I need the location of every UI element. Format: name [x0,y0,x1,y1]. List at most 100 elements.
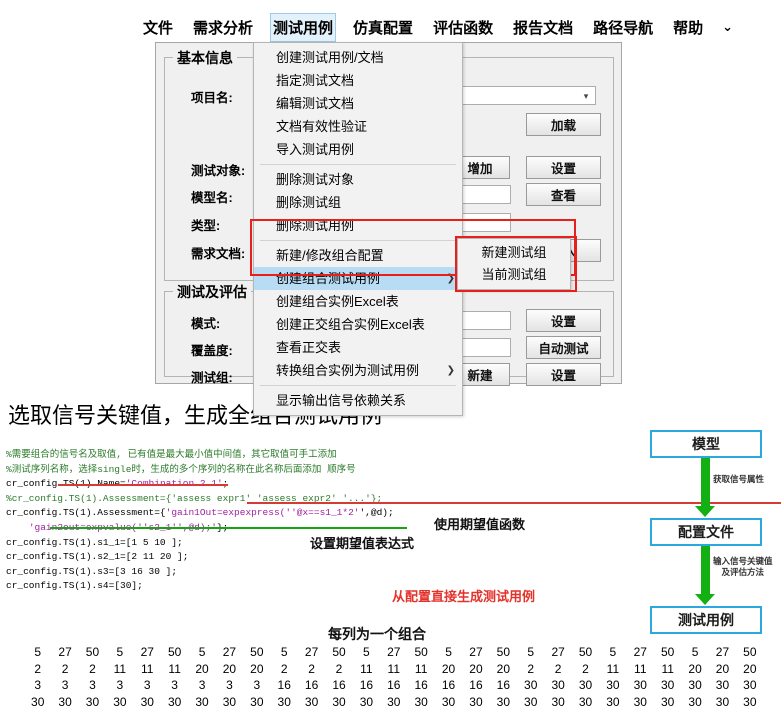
number-cell: 3 [116,678,124,692]
flow-edge-label-1: 获取信号属性 [713,475,765,485]
load-button[interactable]: 加载 [526,113,601,136]
number-cell: 27 [551,645,565,659]
number-cell: 16 [304,678,319,692]
number-cell: 50 [414,645,428,659]
annotation-expected-function: 使用期望值函数 [434,518,526,533]
menu-option-创建正交组合实例Excel表[interactable]: 创建正交组合实例Excel表 [276,317,425,332]
code-line-6: cr_config.TS(1).s1_1=[1 5 10 ]; [6,536,183,548]
menu-option-创建测试用例/文档[interactable]: 创建测试用例/文档 [276,50,384,65]
menu-option-删除测试用例[interactable]: 删除测试用例 [276,218,355,233]
menu-option-转换组合实例为测试用例[interactable]: 转换组合实例为测试用例 ❯ [254,359,462,382]
label-mode: 模式: [191,317,221,331]
number-cell: 16 [414,678,428,692]
number-cell: 30 [58,694,72,709]
number-cell: 5 [445,645,452,659]
number-cell: 30 [387,694,401,709]
number-cell: 11 [141,661,154,676]
number-cell: 30 [496,694,511,709]
number-cell: 30 [715,678,730,692]
number-cell: 3 [171,678,178,692]
label-test-group: 测试组: [191,371,233,385]
number-cell: 30 [332,694,346,709]
menu-item-4[interactable]: 评估函数 [433,19,494,37]
number-cell: 30 [524,678,538,692]
number-cell: 2 [527,661,535,676]
number-cell: 2 [89,661,96,676]
number-cell: 30 [743,678,757,692]
label-project-name: 项目名: [191,91,233,105]
menu-option-创建组合测试用例[interactable]: 创建组合测试用例 ❯ [254,267,462,290]
number-cell: 5 [527,645,535,659]
number-cell: 2 [554,661,562,676]
menu-separator [260,240,456,241]
number-cell: 30 [606,694,620,709]
number-cell: 30 [551,694,565,709]
number-cell: 50 [250,645,264,659]
number-cell: 30 [85,694,100,709]
number-cell: 11 [168,661,181,676]
number-cell: 16 [441,678,456,692]
label-type: 类型: [191,219,221,233]
menu-option-删除测试对象[interactable]: 删除测试对象 [276,172,355,187]
number-cell: 3 [89,678,96,692]
number-cell: 30 [469,694,483,709]
green-underline-1 [50,527,407,529]
auto-test-button[interactable]: 自动测试 [526,336,601,359]
test-group-settings-button[interactable]: 设置 [526,363,601,386]
menu-item-6[interactable]: 路径导航 [593,19,654,37]
number-cell: 30 [167,694,182,709]
view-button[interactable]: 查看 [526,183,601,206]
menu-item-0[interactable]: 文件 [143,19,174,37]
number-cell: 20 [743,661,757,676]
code-line-8: cr_config.TS(1).s3=[3 16 30 ]; [6,565,178,577]
menu-item-2[interactable]: 测试用例 [270,12,337,42]
menu-item-1[interactable]: 需求分析 [193,19,254,37]
menu-separator [260,164,456,165]
number-cell: 3 [253,678,261,692]
number-cell: 30 [31,694,45,709]
menu-option-新建/修改组合配置[interactable]: 新建/修改组合配置 [276,248,384,263]
label-req-doc: 需求文档: [191,247,246,261]
code-line-3: %cr_config.TS(1).Assessment={'assess exp… [6,492,383,504]
chevron-overflow-icon[interactable]: ⌄ [722,19,734,34]
number-cell: 30 [578,694,593,709]
menu-option-显示输出信号依赖关系[interactable]: 显示输出信号依赖关系 [276,393,407,408]
menu-option-删除测试组[interactable]: 删除测试组 [276,195,342,210]
menu-option-创建组合实例Excel表[interactable]: 创建组合实例Excel表 [276,294,399,309]
number-cell: 11 [606,661,620,676]
menu-option-文档有效性验证[interactable]: 文档有效性验证 [276,119,368,134]
menu-option-查看正交表[interactable]: 查看正交表 [276,340,342,355]
flow-arrow-2-head [695,594,715,605]
number-cell: 30 [688,678,702,692]
number-cell: 2 [308,661,315,676]
red-underline-1 [247,502,781,504]
number-cell: 5 [363,645,370,659]
number-cell: 16 [359,678,374,692]
test-case-dropdown-menu[interactable]: 创建测试用例/文档 指定测试文档 编辑测试文档 文档有效性验证 导入测试用例 删除测试对象… [253,42,463,416]
mode-settings-button[interactable]: 设置 [526,309,601,332]
number-cell: 27 [304,645,319,659]
code-line-7: cr_config.TS(1).s2_1=[2 11 20 ]; [6,551,189,563]
number-cell: 30 [633,694,647,709]
number-cell: 20 [469,661,483,676]
number-cell: 16 [387,678,401,692]
create-combination-submenu[interactable]: 新建测试组 当前测试组 [457,238,571,290]
test-object-settings-button[interactable]: 设置 [526,156,601,179]
grid-caption: 每列为一个组合 [328,627,426,643]
number-cell: 30 [222,694,237,709]
number-cell: 20 [222,661,237,676]
number-cell: 30 [359,694,374,709]
number-cell: 30 [743,694,757,709]
menu-item-5[interactable]: 报告文档 [513,19,574,37]
flow-arrow-2-shaft [701,546,710,596]
menu-item-3[interactable]: 仿真配置 [353,19,414,37]
menu-item-7[interactable]: 帮助 [673,19,704,37]
submenu-option-新建测试组[interactable]: 新建测试组 [481,245,547,260]
add-button[interactable]: 增加 [450,156,510,179]
number-row-0: 5 27 50 5 27 50 5 27 50 5 27 50 5 27 50 5 27 50 5 27 50 5 27 50… [24,644,769,661]
number-cell: 20 [441,661,456,676]
number-cell: 30 [688,694,702,709]
menu-option-导入测试用例[interactable]: 导入测试用例 [276,142,355,157]
menu-option-编辑测试文档[interactable]: 编辑测试文档 [276,96,355,111]
menu-option-指定测试文档[interactable]: 指定测试文档 [276,73,355,88]
